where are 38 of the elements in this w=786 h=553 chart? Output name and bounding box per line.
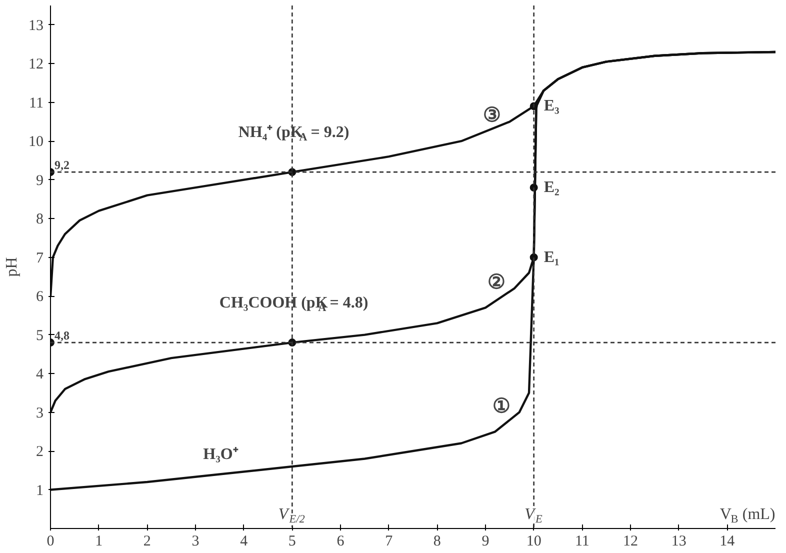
y-tick-label: 13	[28, 18, 44, 34]
y-tick-label: 11	[29, 95, 44, 112]
y-tick-label: 4	[36, 366, 44, 383]
x-tick-label: 6	[336, 534, 345, 550]
x-tick-label: 14	[720, 534, 736, 550]
y-tick-label: 5	[36, 328, 44, 344]
y-tick-label: 9	[36, 172, 44, 189]
x-tick-label: 3	[192, 534, 200, 550]
x-tick-label: 9	[482, 534, 490, 550]
ref-line-label: 4,8	[54, 328, 70, 343]
annotation: H₃O⁺	[203, 446, 239, 463]
y-tick-label: 10	[28, 134, 44, 150]
y-tick-label: 12	[28, 56, 44, 73]
x-tick-label: 13	[671, 534, 686, 550]
x-tick-label: 8	[433, 534, 441, 550]
y-tick-label: 1	[36, 482, 44, 499]
annotation: E₂	[544, 179, 560, 196]
annotation: ①	[492, 395, 511, 418]
annotation: E₁	[544, 248, 560, 266]
y-axis-title: pH	[4, 256, 20, 277]
x-tick-label: 0	[46, 534, 54, 550]
x-tick-label: 7	[385, 534, 394, 550]
annotation: ②	[488, 271, 506, 294]
x-tick-label: 12	[623, 534, 638, 550]
x-tick-label: 5	[288, 534, 296, 550]
x-tick-label: 10	[526, 534, 542, 550]
ref-line-label: 9,2	[54, 158, 70, 172]
annotation: E₃	[544, 98, 560, 115]
y-tick-label: 3	[36, 405, 44, 422]
y-tick-label: 6	[36, 289, 44, 306]
x-tick-label: 1	[95, 534, 103, 550]
y-tick-label: 7	[36, 250, 44, 266]
y-tick-label: 2	[36, 444, 44, 460]
y-tick-label: 8	[36, 212, 44, 228]
annotation: ③	[482, 104, 501, 127]
x-tick-label: 4	[240, 534, 248, 550]
x-tick-label: 2	[143, 534, 151, 550]
x-tick-label: 11	[574, 534, 590, 550]
